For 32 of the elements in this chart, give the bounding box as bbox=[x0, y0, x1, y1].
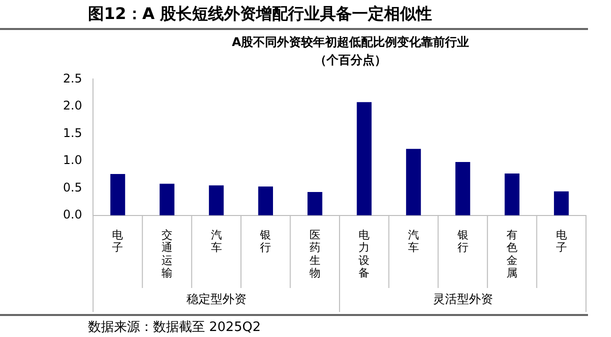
x-tick-label: 有色金属 bbox=[506, 228, 518, 280]
chart-title: 图12：A 股长短线外资增配行业具备一定相似性 bbox=[0, 0, 588, 30]
source-note: 数据来源：数据截至 2025Q2 bbox=[0, 314, 588, 336]
x-tick-label: 银行 bbox=[456, 228, 468, 254]
bar bbox=[208, 185, 224, 216]
y-axis-title: （个百分点） bbox=[314, 52, 388, 69]
x-tick-label: 电子 bbox=[112, 228, 124, 254]
bar bbox=[258, 186, 273, 216]
bar bbox=[455, 162, 470, 216]
x-tick-label: 汽车 bbox=[210, 228, 222, 254]
x-tick-label: 电力设备 bbox=[358, 228, 370, 280]
bar bbox=[554, 191, 569, 216]
x-tick-label: 汽车 bbox=[408, 228, 419, 254]
x-tick-label: 电子 bbox=[556, 228, 567, 254]
text: 灵活型外资 bbox=[432, 292, 493, 306]
bar bbox=[406, 148, 421, 216]
bar bbox=[356, 102, 372, 216]
chart-subtitle: A股不同外资较年初超低配比例变化靠前行业 bbox=[230, 34, 470, 51]
x-tick-label: 交通运输 bbox=[162, 228, 173, 280]
y-tick-label: 0.5 bbox=[62, 180, 82, 194]
bar bbox=[110, 174, 126, 216]
y-tick-label: 2.0 bbox=[62, 98, 82, 113]
bar bbox=[504, 173, 520, 216]
y-tick-label: 0.0 bbox=[62, 208, 82, 222]
x-tick-label: 银行 bbox=[259, 228, 272, 254]
y-tick-label: 2.5 bbox=[62, 71, 82, 86]
y-tick-label: 1.5 bbox=[62, 126, 82, 140]
text: 稳定型外资 bbox=[186, 292, 246, 306]
x-tick-label: 医药生物 bbox=[309, 228, 320, 280]
bar bbox=[160, 184, 174, 216]
bar bbox=[308, 192, 322, 216]
y-tick-label: 1.0 bbox=[62, 153, 82, 168]
